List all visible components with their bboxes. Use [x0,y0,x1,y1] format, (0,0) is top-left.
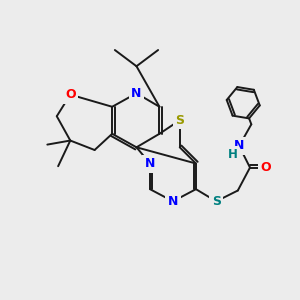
Text: N: N [168,195,178,208]
Text: H: H [227,148,237,160]
Text: O: O [65,88,76,101]
Text: N: N [234,140,244,152]
Text: N: N [145,157,155,170]
Text: O: O [261,161,272,174]
Text: S: S [175,114,184,127]
Text: N: N [131,87,142,100]
Text: S: S [212,195,221,208]
